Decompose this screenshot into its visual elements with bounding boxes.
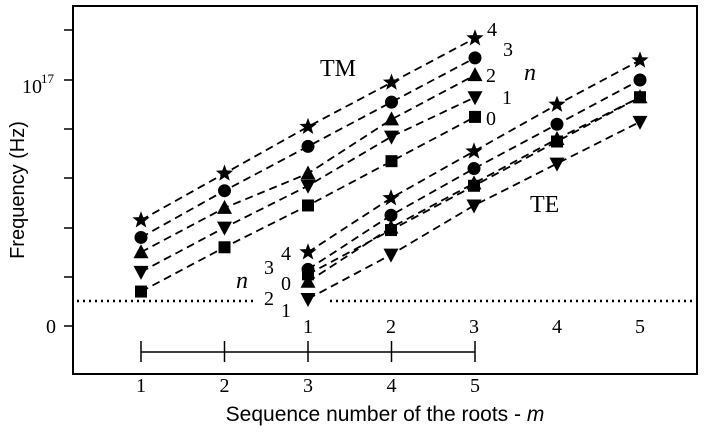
square-marker [302,199,314,212]
circle-marker [468,51,482,65]
y-tick-label-exponent: 17 [41,71,55,86]
tm-n-value-label: 3 [503,39,513,61]
series-line [307,79,641,271]
y-tick-label-top: 10 [22,76,42,98]
circle-marker [550,117,564,131]
x-axis-title-text: Sequence number of the roots - [226,403,527,426]
x-axis-title: Sequence number of the roots - m [226,403,545,426]
triangle-down-marker [632,115,648,130]
series-line [307,59,641,253]
triangle-down-marker [300,179,316,194]
series-tm-n2 [133,67,483,259]
series-layer [132,29,649,307]
triangle-up-marker [384,111,399,126]
triangle-up-marker [467,67,483,82]
te-n-value-label: 2 [264,288,274,310]
triangle-down-marker [549,157,565,172]
circle-marker [218,184,231,198]
x-tick-label: 2 [220,375,230,397]
square-marker [218,241,231,254]
series-line [140,74,476,253]
series-line [307,120,641,300]
star-marker [132,211,150,228]
triangle-down-marker [383,248,399,263]
series-line [307,96,641,283]
star-marker [465,142,483,159]
series-tm-n3 [134,51,482,244]
series-te-n3 [301,73,647,276]
te-x-tick-label: 3 [469,316,479,338]
te-group-label: TE [530,192,559,218]
tm-n-label: n [524,60,536,86]
tm-n-value-label: 2 [486,65,496,87]
circle-marker [633,73,647,87]
y-tick-label-bottom: 0 [46,316,56,338]
tm-n-value-label: 0 [486,108,496,130]
triangle-down-marker [217,221,232,236]
te-x-tick-label: 1 [303,316,313,338]
star-marker [382,73,401,90]
square-marker [135,285,147,298]
circle-marker [384,208,398,222]
x-tick-label: 3 [303,375,313,397]
star-marker [299,117,317,134]
y-ticks [64,29,73,327]
y-tick-mantissa: 10 [22,76,42,98]
star-marker [466,29,484,46]
triangle-down-marker [300,292,316,307]
square-marker [634,91,646,104]
circle-marker [467,162,481,176]
triangle-up-marker [300,165,316,180]
x-axis-title-var: m [527,403,545,426]
y-axis-title: Frequency (Hz) [7,121,29,259]
star-marker [299,243,317,260]
square-marker [469,110,481,123]
square-marker [385,224,397,237]
triangle-down-marker [133,265,149,280]
triangle-up-marker [300,273,316,288]
circle-marker [301,139,315,153]
te-n-value-label: 3 [264,257,274,279]
tm-group-label: TM [320,56,356,82]
tm-n-value-label: 1 [502,87,512,109]
square-marker [302,268,314,281]
series-te-n1 [300,115,648,307]
star-marker [382,189,400,206]
te-n-value-label: 0 [281,273,291,295]
series-tm-n1 [133,91,483,280]
te-x-tick-label: 5 [635,316,645,338]
x-tick-label: 5 [470,375,480,397]
series-te-n4 [299,51,649,260]
triangle-down-marker [466,199,482,214]
triangle-down-marker [384,130,399,145]
triangle-up-marker [133,244,149,259]
star-marker [548,95,566,112]
x-ticks: 1 2 3 4 5 [136,341,480,397]
te-n-label: n [236,268,248,294]
te-n-value-label: 1 [281,300,291,322]
te-x-tick-label: 4 [552,316,562,338]
plot-frame [72,5,698,375]
te-n-value-label: 4 [281,243,291,265]
star-marker [631,51,649,68]
star-marker [215,164,234,181]
square-marker [385,155,398,168]
circle-marker [385,95,398,109]
te-x-tick-label: 2 [386,316,396,338]
series-te-n2 [302,91,646,281]
triangle-down-marker [467,91,483,106]
series-tm-n0 [135,110,481,298]
series-line [140,37,476,221]
x-tick-label: 1 [136,375,146,397]
x-tick-label: 4 [387,375,397,397]
square-marker [551,135,563,148]
triangle-up-marker [217,199,232,214]
series-tm-n4 [132,29,484,228]
tm-n-value-label: 4 [487,19,497,41]
series-line [140,57,476,239]
square-marker [468,179,480,192]
circle-marker [134,230,148,244]
